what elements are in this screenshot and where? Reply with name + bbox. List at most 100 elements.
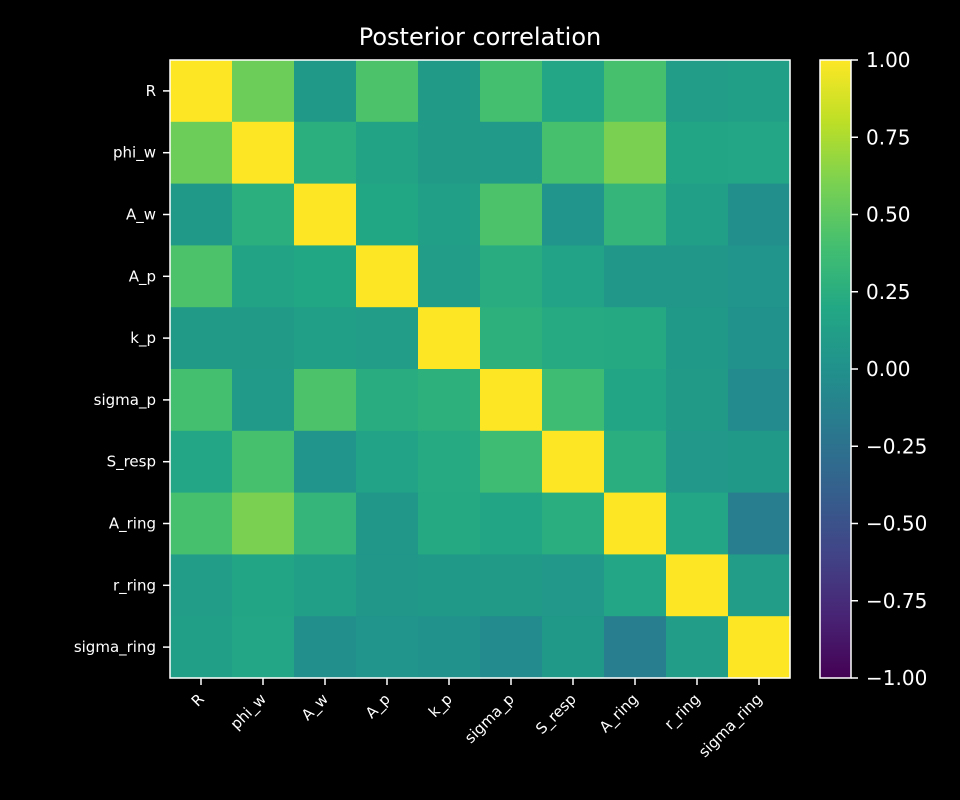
x-tick-label: phi_w: [227, 690, 271, 734]
heatmap-cell: [418, 183, 481, 246]
heatmap-cell: [728, 430, 791, 494]
heatmap-cell: [170, 369, 233, 432]
heatmap-cell: [666, 616, 729, 679]
heatmap-cell: [356, 554, 419, 617]
heatmap-cell: [232, 369, 295, 432]
colorbar-tick-label: 0.75: [866, 125, 911, 149]
heatmap-cell: [170, 307, 233, 370]
heatmap-cell: [232, 245, 295, 308]
heatmap-cell: [294, 307, 357, 370]
heatmap-cell: [170, 183, 233, 246]
x-tick-label: sigma_p: [461, 690, 519, 748]
x-tick-label: r_ring: [661, 690, 705, 734]
y-tick-label: phi_w: [113, 144, 156, 163]
heatmap-cell: [232, 307, 295, 370]
heatmap-cell: [170, 616, 233, 679]
y-tick-label: sigma_ring: [74, 638, 156, 657]
heatmap-cell: [418, 245, 481, 308]
heatmap-cell: [356, 616, 419, 679]
colorbar-tick-label: 1.00: [866, 48, 911, 72]
y-tick-label: k_p: [130, 329, 156, 348]
heatmap-cell: [542, 430, 605, 494]
heatmap-cell: [480, 121, 543, 185]
heatmap-cell: [480, 369, 543, 432]
heatmap-cell: [542, 60, 605, 123]
plot-frame: [169, 59, 791, 679]
heatmap-cell: [418, 60, 481, 123]
heatmap-cell: [170, 245, 233, 308]
heatmap-cell: [170, 430, 233, 494]
colorbar-tick-label: 0.50: [866, 203, 911, 227]
heatmap-cell: [666, 245, 729, 308]
heatmap-cell: [418, 121, 481, 185]
heatmap-cell: [294, 245, 357, 308]
heatmap-cell: [666, 492, 729, 555]
heatmap-cell: [542, 369, 605, 432]
heatmap-cell: [542, 307, 605, 370]
heatmap-cell: [356, 121, 419, 185]
heatmap-cell: [418, 369, 481, 432]
heatmap-cell: [480, 183, 543, 246]
heatmap-cell: [294, 60, 357, 123]
heatmap-cell: [728, 369, 791, 432]
y-tick-label: A_w: [126, 206, 156, 225]
heatmap-cell: [728, 183, 791, 246]
heatmap-cell: [232, 430, 295, 494]
heatmap-cell: [232, 60, 295, 123]
heatmap-cell: [480, 307, 543, 370]
heatmap-cell: [728, 492, 791, 555]
y-tick-label: S_resp: [107, 453, 156, 472]
heatmap-cell: [480, 430, 543, 494]
heatmap-cell: [170, 60, 233, 123]
heatmap-cell: [294, 616, 357, 679]
heatmap-cell: [356, 183, 419, 246]
heatmap-cell: [728, 554, 791, 617]
y-tick-label: sigma_p: [94, 391, 156, 410]
heatmap-cell: [728, 245, 791, 308]
heatmap-cell: [294, 554, 357, 617]
x-tick-label: A_p: [362, 690, 395, 723]
x-tick-label: sigma_ring: [695, 690, 767, 762]
heatmap-cell: [294, 430, 357, 494]
colorbar: 1.00 0.75 0.50 0.25 0.00 −0.25 −0.50 −0.75 −1.00: [819, 48, 927, 690]
chart-title: Posterior correlation: [359, 23, 601, 51]
heatmap-cell: [480, 554, 543, 617]
x-tick-label: S_resp: [532, 690, 580, 738]
colorbar-tick-label: −0.50: [866, 512, 927, 536]
heatmap-cell: [356, 307, 419, 370]
heatmap-cell: [604, 554, 667, 617]
y-tick-label: R: [146, 82, 156, 100]
heatmap-cell: [418, 430, 481, 494]
heatmap-cell: [170, 492, 233, 555]
heatmap-cell: [604, 183, 667, 246]
x-tick-label: A_w: [298, 690, 333, 725]
heatmap-cell: [728, 307, 791, 370]
heatmap-cell: [418, 307, 481, 370]
colorbar-tick-label: 0.25: [866, 280, 911, 304]
heatmap-cell: [604, 121, 667, 185]
heatmap-cell: [542, 492, 605, 555]
colorbar-tick-label: −1.00: [866, 666, 927, 690]
heatmap-cell: [232, 616, 295, 679]
heatmap-cell: [170, 121, 233, 185]
colorbar-tick-label: −0.75: [866, 589, 927, 613]
heatmap-cell: [666, 307, 729, 370]
heatmap-cells: [170, 60, 791, 679]
heatmap-cell: [666, 60, 729, 123]
heatmap-cell: [356, 430, 419, 494]
heatmap-cell: [728, 616, 791, 679]
heatmap-cell: [294, 369, 357, 432]
heatmap-cell: [480, 616, 543, 679]
heatmap-cell: [480, 245, 543, 308]
heatmap-cell: [232, 121, 295, 185]
heatmap-cell: [418, 554, 481, 617]
heatmap-cell: [604, 492, 667, 555]
heatmap-cell: [232, 183, 295, 246]
x-tick-label: R: [188, 690, 208, 710]
heatmap-cell: [294, 121, 357, 185]
heatmap-cell: [418, 616, 481, 679]
heatmap-cell: [232, 492, 295, 555]
heatmap-cell: [542, 183, 605, 246]
y-tick-label: A_p: [129, 267, 156, 286]
